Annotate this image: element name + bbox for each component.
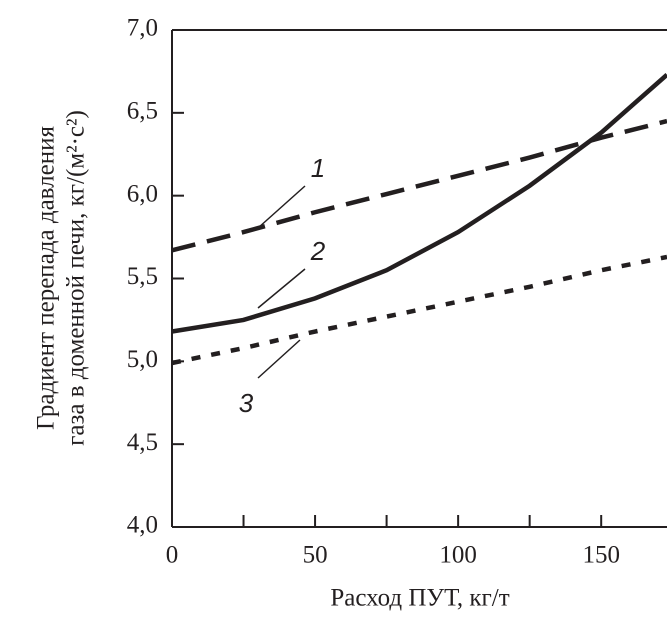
x-tick-label: 0 [166, 542, 179, 569]
y-axis-label-line: Градиент перепада давления [33, 126, 60, 430]
y-tick-label: 7,0 [127, 15, 158, 42]
label-leader [257, 268, 306, 309]
x-tick-label: 100 [439, 542, 477, 569]
y-tick-label: 5,0 [127, 346, 158, 373]
series-line [171, 254, 667, 366]
y-tick-label: 6,0 [127, 180, 158, 207]
y-tick-label: 6,5 [127, 98, 158, 125]
series-line [171, 118, 667, 253]
y-axis-label: Градиент перепада давления газа в доменн… [33, 110, 90, 446]
x-axis-label: Расход ПУТ, кг/т [330, 585, 509, 612]
series-label: 1 [311, 153, 325, 183]
series-label: 3 [239, 388, 254, 418]
y-tick-label: 5,5 [127, 263, 158, 290]
label-leader [257, 339, 301, 379]
y-axis-label-line: газа в доменной печи, кг/(м²·с²) [63, 110, 90, 446]
series-label: 2 [310, 236, 326, 266]
y-tick-label: 4,0 [127, 512, 158, 539]
y-tick-label: 4,5 [127, 429, 158, 456]
x-tick-label: 150 [582, 542, 620, 569]
series-line [171, 73, 667, 334]
x-tick-label: 50 [303, 542, 328, 569]
label-leader [257, 185, 306, 229]
